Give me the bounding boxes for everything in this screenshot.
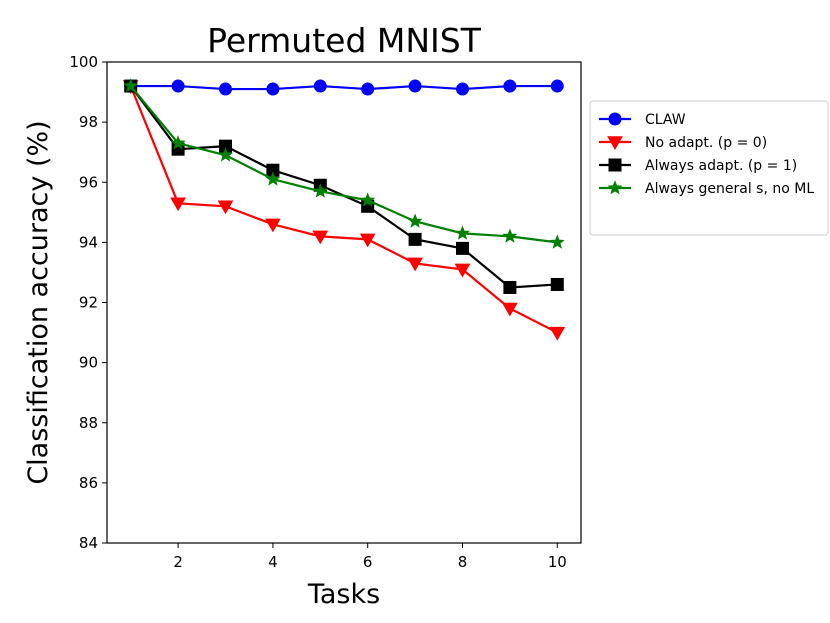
data-point xyxy=(265,171,281,186)
data-point xyxy=(503,79,517,93)
data-point xyxy=(454,263,471,278)
x-tick-label: 4 xyxy=(268,553,278,571)
data-point xyxy=(219,82,232,96)
y-tick-label: 90 xyxy=(79,354,98,372)
data-point xyxy=(407,257,423,272)
data-point xyxy=(170,197,186,212)
data-point xyxy=(456,241,469,255)
x-tick-label: 6 xyxy=(363,553,373,571)
data-point xyxy=(171,79,185,93)
data-point xyxy=(170,135,186,150)
legend-marker xyxy=(608,112,622,126)
legend-label: No adapt. (p = 0) xyxy=(645,135,767,151)
y-tick-label: 96 xyxy=(79,173,98,191)
legend-box xyxy=(589,100,829,236)
y-tick-label: 86 xyxy=(79,474,98,492)
data-point xyxy=(361,82,375,96)
data-point xyxy=(123,78,139,93)
data-point xyxy=(312,230,329,245)
legend-item: CLAW xyxy=(599,112,686,128)
legend-label: CLAW xyxy=(645,112,686,128)
x-axis-label: Tasks xyxy=(307,579,380,610)
legend-marker xyxy=(607,136,623,151)
y-tick-label: 100 xyxy=(69,53,98,71)
y-tick-label: 94 xyxy=(79,233,98,251)
data-point xyxy=(360,192,376,207)
data-point xyxy=(455,225,470,240)
data-point xyxy=(312,183,328,198)
data-point xyxy=(265,218,281,233)
data-point xyxy=(408,79,422,93)
legend-label: Always general s, no ML xyxy=(645,181,814,197)
legend-marker xyxy=(607,180,623,195)
legend-item: Always adapt. (p = 1) xyxy=(599,158,797,174)
series-0 xyxy=(124,79,564,96)
data-point xyxy=(549,326,566,341)
series-2 xyxy=(124,79,564,294)
series-layer xyxy=(122,78,566,341)
series-3 xyxy=(123,78,565,249)
data-point xyxy=(359,233,376,248)
data-point xyxy=(217,200,234,215)
chart-title: Permuted MNIST xyxy=(207,21,482,60)
plot-frame xyxy=(106,61,582,544)
data-point xyxy=(408,232,422,246)
y-tick-label: 84 xyxy=(79,534,98,552)
legend-item: Always general s, no ML xyxy=(599,180,814,197)
x-tick-label: 8 xyxy=(458,553,468,571)
data-point xyxy=(456,82,469,96)
series-line xyxy=(129,85,558,289)
legend-item: No adapt. (p = 0) xyxy=(599,135,767,151)
y-tick-label: 98 xyxy=(79,113,98,131)
series-line xyxy=(129,85,558,334)
data-point xyxy=(550,79,564,93)
y-tick-label: 92 xyxy=(79,294,98,312)
data-point xyxy=(407,213,423,228)
data-point xyxy=(549,234,565,249)
data-point xyxy=(503,280,517,294)
data-point xyxy=(313,79,327,93)
data-point xyxy=(502,228,518,243)
series-line xyxy=(129,85,558,244)
data-point xyxy=(502,302,518,317)
legend-marker xyxy=(608,158,622,172)
series-line xyxy=(130,84,558,91)
y-axis-label: Classification accuracy (%) xyxy=(23,120,54,484)
legend: CLAW No adapt. (p = 0) Always adapt. (p = … xyxy=(589,100,829,236)
data-point xyxy=(550,277,564,291)
x-tick-label: 2 xyxy=(173,553,183,571)
x-tick-label: 10 xyxy=(548,553,567,571)
legend-label: Always adapt. (p = 1) xyxy=(645,158,797,174)
y-tick-label: 88 xyxy=(79,414,98,432)
data-point xyxy=(218,147,233,162)
data-point xyxy=(266,82,280,96)
series-1 xyxy=(122,80,566,341)
axes: 2 4 6 8 10 84 86 88 90 92 94 96 98 100 xyxy=(69,53,582,571)
